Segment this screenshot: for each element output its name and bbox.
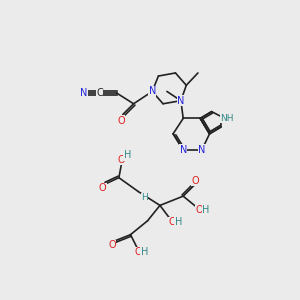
Text: N: N (177, 96, 184, 106)
Text: O: O (134, 248, 142, 257)
Text: O: O (196, 205, 203, 215)
Text: O: O (117, 155, 125, 165)
Text: C: C (96, 88, 103, 98)
Text: N: N (80, 88, 88, 98)
Text: H: H (141, 193, 148, 202)
Text: O: O (169, 217, 176, 227)
Text: N: N (179, 145, 187, 155)
Text: O: O (99, 184, 106, 194)
Text: NH: NH (220, 113, 234, 122)
Text: H: H (141, 248, 148, 257)
Text: H: H (124, 150, 131, 160)
Text: H: H (202, 205, 209, 215)
Text: O: O (108, 240, 116, 250)
Text: N: N (198, 145, 206, 155)
Text: O: O (192, 176, 200, 186)
Text: N: N (148, 86, 156, 96)
Text: H: H (175, 217, 182, 227)
Text: O: O (117, 116, 125, 126)
